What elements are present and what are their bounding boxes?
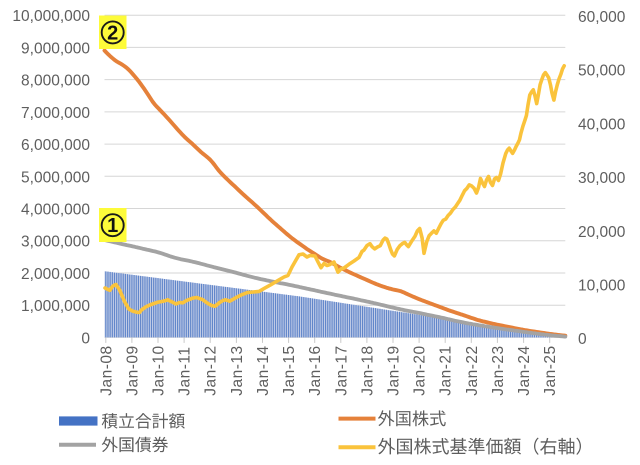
svg-text:Jan-11: Jan-11 (177, 347, 194, 396)
svg-text:60,000: 60,000 (578, 9, 626, 26)
svg-text:1: 1 (107, 215, 118, 237)
svg-text:4,000,000: 4,000,000 (21, 202, 90, 219)
svg-text:Jan-14: Jan-14 (255, 345, 272, 395)
svg-text:Jan-20: Jan-20 (412, 345, 429, 395)
svg-text:Jan-24: Jan-24 (516, 345, 533, 395)
svg-text:50,000: 50,000 (578, 63, 626, 80)
svg-text:10,000,000: 10,000,000 (12, 8, 90, 25)
svg-text:1,000,000: 1,000,000 (21, 298, 90, 315)
svg-text:9,000,000: 9,000,000 (21, 40, 90, 57)
svg-text:Jan-23: Jan-23 (490, 345, 507, 395)
svg-text:Jan-15: Jan-15 (281, 345, 298, 395)
svg-text:6,000,000: 6,000,000 (21, 137, 90, 154)
svg-text:Jan-22: Jan-22 (464, 345, 481, 395)
svg-text:2: 2 (107, 22, 118, 44)
svg-text:Jan-12: Jan-12 (203, 345, 220, 395)
svg-text:0: 0 (578, 331, 587, 348)
svg-text:Jan-19: Jan-19 (386, 345, 403, 395)
svg-text:Jan-08: Jan-08 (98, 345, 115, 395)
svg-text:10,000: 10,000 (578, 278, 626, 295)
svg-text:Jan-25: Jan-25 (542, 345, 559, 395)
svg-text:7,000,000: 7,000,000 (21, 105, 90, 122)
svg-text:Jan-18: Jan-18 (359, 345, 376, 395)
svg-text:5,000,000: 5,000,000 (21, 169, 90, 186)
svg-text:20,000: 20,000 (578, 224, 626, 241)
svg-text:Jan-10: Jan-10 (151, 345, 168, 395)
svg-text:8,000,000: 8,000,000 (21, 73, 90, 90)
svg-text:30,000: 30,000 (578, 170, 626, 187)
svg-text:3,000,000: 3,000,000 (21, 234, 90, 251)
svg-text:40,000: 40,000 (578, 116, 626, 133)
svg-text:Jan-17: Jan-17 (333, 345, 350, 395)
svg-text:Jan-21: Jan-21 (438, 345, 455, 395)
svg-text:Jan-13: Jan-13 (229, 345, 246, 395)
svg-text:Jan-09: Jan-09 (124, 345, 141, 395)
svg-text:2,000,000: 2,000,000 (21, 266, 90, 283)
svg-text:0: 0 (81, 330, 90, 347)
svg-text:Jan-16: Jan-16 (307, 345, 324, 395)
